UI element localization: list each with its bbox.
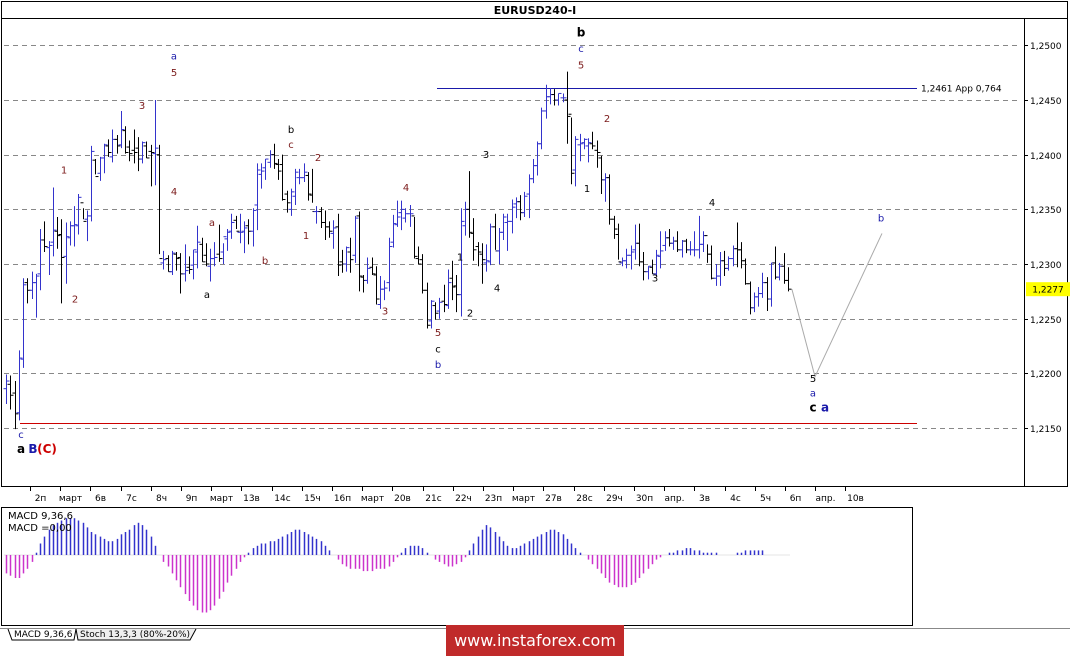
wave-label: 3	[139, 101, 145, 112]
wave-projection	[791, 233, 883, 379]
price-tick-label: 1,2350	[1030, 206, 1062, 216]
wave-label: 5	[578, 60, 584, 71]
wave-label: 1	[457, 253, 463, 264]
price-tick-label: 1,2200	[1030, 370, 1062, 380]
tab-macd-label: MACD 9,36,6	[14, 630, 73, 640]
date-tick-label: март	[59, 494, 82, 504]
date-tick-label: 13в	[243, 494, 260, 504]
wave-label: 4	[709, 198, 715, 209]
date-tick-label: 3в	[699, 494, 710, 504]
date-tick-label: 28с	[576, 494, 592, 504]
wave-label: c	[18, 430, 24, 441]
wave-label: 3	[483, 150, 489, 161]
wave-label: a	[810, 388, 816, 399]
tab-stoch-label: Stoch 13,3,3 (80%-20%)	[80, 630, 190, 640]
wave-label: b	[435, 360, 441, 371]
wave-label: 3	[652, 274, 658, 285]
wave-label: B	[28, 442, 37, 456]
wave-label: 1	[61, 165, 67, 176]
chart-title: EURUSD240-I	[494, 4, 577, 17]
date-tick-label: март	[361, 494, 384, 504]
wave-label: 3	[382, 306, 388, 317]
date-tick-label: 10в	[847, 494, 864, 504]
tab-stoch[interactable]: Stoch 13,3,3 (80%-20%)	[75, 628, 197, 641]
date-tick-label: 22ч	[455, 494, 472, 504]
date-tick-label: 23п	[485, 494, 502, 504]
levels	[20, 88, 917, 424]
date-tick-label: 27в	[545, 494, 562, 504]
wave-label: 2	[72, 294, 78, 305]
macd-histogram	[4, 518, 790, 613]
price-axis: 1,2500 1,2450 1,2400 1,2350 1,2300 1,2250 1,22…	[1024, 42, 1062, 435]
wave-label: c	[578, 44, 584, 55]
wave-label: 4	[494, 283, 500, 294]
macd-value: MACD =0,00	[8, 523, 72, 534]
wave-label: 5	[171, 68, 177, 79]
wave-label: c	[435, 345, 441, 356]
projection-path	[791, 233, 883, 379]
date-tick-label: 15ч	[304, 494, 321, 504]
date-tick-label: апр.	[665, 494, 685, 504]
wave-label: 5	[435, 328, 441, 339]
date-tick-label: 4с	[730, 494, 741, 504]
wave-label: b	[262, 256, 268, 267]
date-tick-label: 6в	[95, 494, 106, 504]
wave-label: 2	[604, 114, 610, 125]
price-tick-label: 1,2300	[1030, 261, 1062, 271]
date-axis: 2п март 6в 7с 8ч 9п март 13в 14с 15ч 16п март 20в 21с…	[30, 486, 864, 504]
watermark: www.instaforex.com	[446, 625, 624, 656]
wave-label: (C)	[37, 442, 57, 456]
date-tick-label: 7с	[126, 494, 137, 504]
current-price-label: 1,2277	[1032, 286, 1064, 296]
date-tick-label: 5ч	[760, 494, 771, 504]
wave-label: 2	[315, 153, 321, 164]
date-tick-label: март	[210, 494, 233, 504]
wave-label: 1	[584, 184, 590, 195]
wave-label: 1	[303, 231, 309, 242]
date-tick-label: 14с	[274, 494, 290, 504]
wave-label: b	[577, 26, 586, 40]
date-tick-label: 8ч	[156, 494, 167, 504]
date-tick-label: апр.	[816, 494, 836, 504]
macd-label: MACD 9,36,6	[8, 511, 73, 522]
wave-label: a	[204, 290, 210, 301]
date-tick-label: 16п	[334, 494, 351, 504]
wave-label: a	[821, 401, 829, 415]
wave-label: a	[171, 52, 177, 63]
wave-label: 4	[171, 187, 177, 198]
price-tick-label: 1,2400	[1030, 152, 1062, 162]
resistance-label: 1,2461 App 0,764	[921, 85, 1002, 95]
price-tick-label: 1,2450	[1030, 97, 1062, 107]
wave-label: c	[809, 401, 816, 415]
wave-label: a	[17, 442, 25, 456]
wave-label: b	[288, 125, 294, 136]
date-tick-label: 2п	[35, 494, 47, 504]
wave-label: 2	[467, 309, 473, 320]
current-price-box	[1026, 282, 1070, 297]
wave-label: b	[878, 213, 884, 224]
date-tick-label: 21с	[425, 494, 441, 504]
date-tick-label: 9п	[186, 494, 198, 504]
current-price-badge: 1,2277	[1026, 282, 1070, 297]
price-tick-label: 1,2150	[1030, 425, 1062, 435]
tab-macd[interactable]: MACD 9,36,6	[7, 628, 77, 641]
date-tick-label: 30п	[636, 494, 653, 504]
date-tick-label: 6п	[790, 494, 802, 504]
date-tick-label: март	[512, 494, 535, 504]
wave-label: a	[209, 218, 215, 229]
price-tick-label: 1,2500	[1030, 42, 1062, 52]
wave-label: 5	[810, 374, 816, 385]
wave-label: c	[288, 140, 294, 151]
date-tick-label: 29ч	[606, 494, 623, 504]
wave-label: 4	[403, 183, 409, 194]
date-tick-label: 20в	[394, 494, 411, 504]
price-tick-label: 1,2250	[1030, 316, 1062, 326]
ohlc-bars	[3, 71, 792, 430]
